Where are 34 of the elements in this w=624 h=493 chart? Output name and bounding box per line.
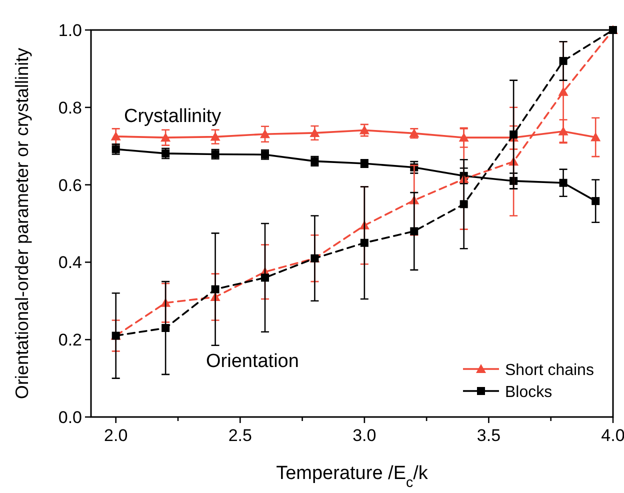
point xyxy=(261,274,269,282)
annotation: Crystallinity xyxy=(124,106,222,127)
point xyxy=(559,178,568,187)
point xyxy=(211,285,220,294)
x-axis-title: Temperature /E$_{c}$/k xyxy=(276,463,428,491)
y-tick-label: 0.8 xyxy=(58,98,82,118)
point xyxy=(310,128,320,137)
point xyxy=(210,132,220,141)
y-tick-label: 0.6 xyxy=(58,176,82,195)
point xyxy=(592,197,600,206)
legend-label: Blocks xyxy=(505,384,552,401)
point xyxy=(160,132,171,142)
point xyxy=(260,129,270,138)
y-axis-title: Orientational-order parameter or crystallinity xyxy=(12,48,32,400)
x-tick-label: 3.5 xyxy=(476,426,501,445)
annotation: Orientation xyxy=(206,351,299,372)
y-tick-label: 1.0 xyxy=(58,21,82,40)
point xyxy=(162,324,170,332)
point xyxy=(590,132,601,142)
legend-label: Short chains xyxy=(505,362,594,379)
y-tick-label: 0.4 xyxy=(58,253,82,272)
point xyxy=(510,130,518,138)
point xyxy=(360,238,368,247)
x-tick-label: 4.0 xyxy=(601,426,624,445)
x-tick-label: 3.0 xyxy=(352,426,376,445)
x-tick-label: 2.5 xyxy=(228,426,252,445)
point xyxy=(110,131,121,140)
y-tick-label: 0.0 xyxy=(58,408,82,427)
point xyxy=(559,56,568,65)
point xyxy=(410,227,418,236)
point xyxy=(558,86,568,96)
x-tick-label: 2.0 xyxy=(104,426,128,445)
y-tick-label: 0.2 xyxy=(58,330,82,350)
point xyxy=(460,200,468,208)
